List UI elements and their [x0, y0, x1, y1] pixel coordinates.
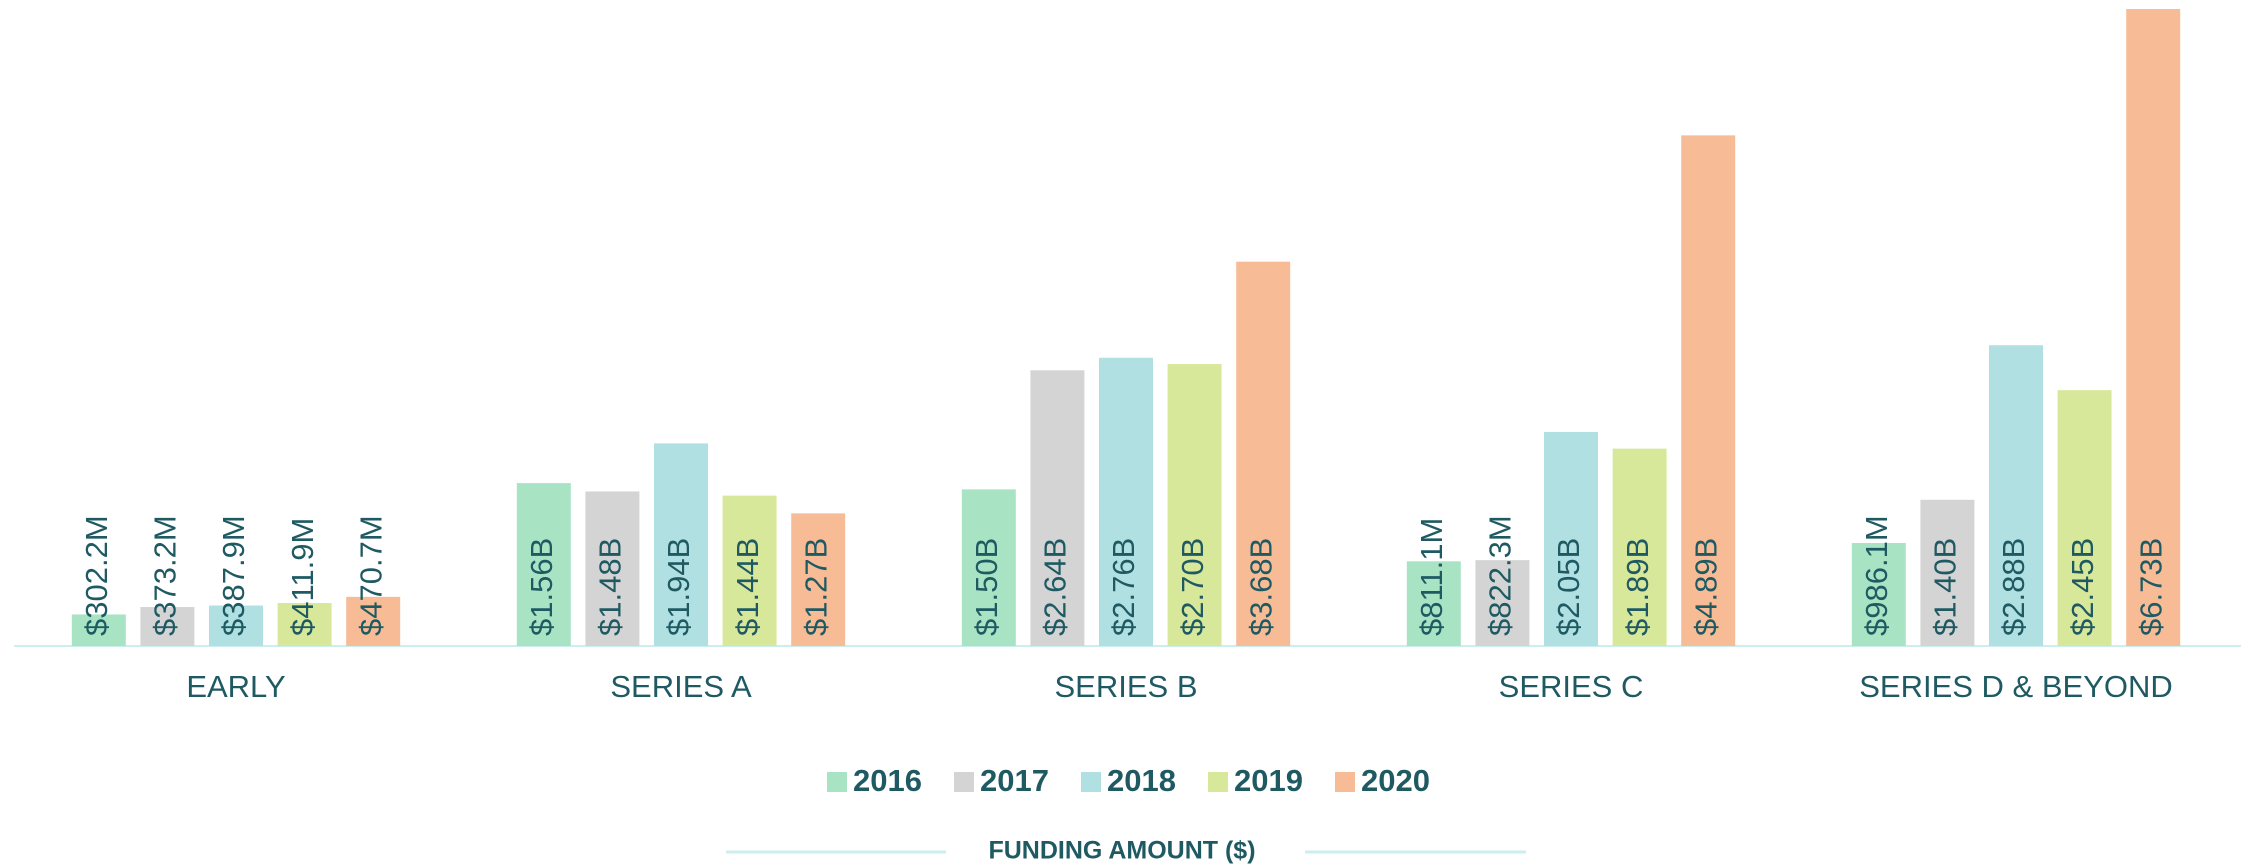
- data-label: $4.89B: [1688, 538, 1723, 636]
- data-label: $822.3M: [1483, 515, 1518, 636]
- data-label: $811.1M: [1414, 518, 1449, 636]
- bar: [961, 489, 1016, 646]
- bar: [1989, 345, 2043, 646]
- x-tick-label: SERIES A: [610, 669, 752, 704]
- bar: [1475, 560, 1530, 646]
- plot-area: [71, 9, 2181, 646]
- data-label: $373.2M: [148, 515, 183, 636]
- bar: [654, 443, 708, 646]
- legend-label: 2016: [853, 763, 922, 798]
- data-label: $1.94B: [661, 538, 696, 636]
- data-label: $986.1M: [1859, 515, 1894, 636]
- legend-label: 2017: [980, 763, 1049, 798]
- bar: [1099, 357, 1153, 646]
- bar: [1681, 135, 1736, 646]
- bar: [2126, 9, 2181, 646]
- bar: [1544, 431, 1598, 646]
- legend-label: 2020: [1361, 763, 1430, 798]
- bar: [71, 614, 126, 646]
- x-tick-label: SERIES C: [1499, 669, 1644, 704]
- legend-swatch: [827, 772, 847, 792]
- data-label: $302.2M: [79, 515, 114, 636]
- bar: [1406, 561, 1461, 646]
- legend-swatch: [954, 772, 974, 792]
- bar: [791, 513, 846, 646]
- legend-swatch: [1208, 772, 1228, 792]
- data-label: $3.68B: [1243, 538, 1278, 636]
- x-tick-label: SERIES B: [1055, 669, 1198, 704]
- data-label: $2.45B: [2065, 538, 2100, 636]
- bar: [1612, 448, 1667, 646]
- data-label: $2.76B: [1106, 538, 1141, 636]
- bar: [1030, 370, 1085, 646]
- data-label: $2.64B: [1038, 538, 1073, 636]
- legend-swatch: [1335, 772, 1355, 792]
- data-label: $2.70B: [1175, 538, 1210, 636]
- legend-label: 2019: [1234, 763, 1303, 798]
- data-label: $6.73B: [2133, 538, 2168, 636]
- x-tick-label: EARLY: [186, 669, 285, 704]
- data-label: $387.9M: [216, 515, 251, 636]
- data-label: $1.40B: [1928, 538, 1963, 636]
- bar: [1236, 261, 1291, 646]
- data-label: $2.88B: [1996, 538, 2031, 636]
- legend-title: FUNDING AMOUNT ($): [988, 837, 1255, 865]
- data-label: $1.56B: [524, 538, 559, 636]
- data-label: $1.44B: [730, 538, 765, 636]
- bar: [209, 605, 263, 646]
- legend-swatch: [1081, 772, 1101, 792]
- bar: [1920, 499, 1975, 646]
- bar: [1167, 364, 1222, 646]
- data-label: $1.50B: [969, 538, 1004, 636]
- data-label: $1.48B: [593, 538, 628, 636]
- data-label: $1.89B: [1620, 538, 1655, 636]
- bar: [346, 596, 401, 646]
- data-label: $2.05B: [1551, 538, 1586, 636]
- bar: [1851, 543, 1906, 646]
- x-tick-label: SERIES D & BEYOND: [1859, 669, 2173, 704]
- bar: [585, 491, 640, 646]
- bar: [2057, 390, 2112, 646]
- bar: [140, 607, 195, 646]
- data-label: $470.7M: [353, 515, 388, 636]
- bar: [722, 495, 777, 646]
- bar: [516, 483, 571, 646]
- data-label: $1.27B: [798, 538, 833, 636]
- legend-label: 2018: [1107, 763, 1176, 798]
- bar: [277, 602, 332, 646]
- data-label: $411.9M: [285, 518, 320, 636]
